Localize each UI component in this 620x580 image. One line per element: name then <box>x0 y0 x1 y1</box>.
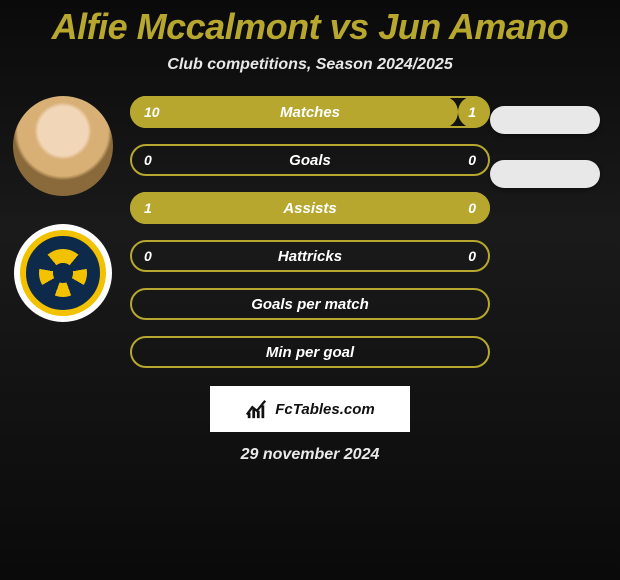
player2-avatar-placeholder <box>490 160 600 188</box>
club-ring-icon <box>20 230 106 316</box>
stat-label: Min per goal <box>266 344 354 361</box>
club-swirl-icon <box>39 249 87 297</box>
footer-date: 29 november 2024 <box>241 446 380 464</box>
stat-row: Goals 0 0 <box>130 144 490 176</box>
stat-row: Min per goal <box>130 336 490 368</box>
left-avatar-col <box>8 96 118 322</box>
brand-rest: Tables.com <box>293 401 375 418</box>
brand-badge: FcTables.com <box>210 386 410 432</box>
stat-row: Assists 1 0 <box>130 192 490 224</box>
stat-value-right: 0 <box>468 192 476 224</box>
stat-row: Matches 10 1 <box>130 96 490 128</box>
stat-value-left: 0 <box>144 144 152 176</box>
stat-label: Goals <box>289 152 331 169</box>
stat-value-left: 0 <box>144 240 152 272</box>
brand-text: FcTables.com <box>275 401 375 418</box>
stat-row: Goals per match <box>130 288 490 320</box>
brand-chart-icon <box>245 398 267 420</box>
subtitle: Club competitions, Season 2024/2025 <box>167 56 452 74</box>
stat-label: Matches <box>280 104 340 121</box>
stat-rows: Matches101Goals00Assists10Hattricks00Goa… <box>130 96 490 368</box>
comparison-title: Alfie Mccalmont vs Jun Amano <box>52 6 569 48</box>
stat-label: Hattricks <box>278 248 342 265</box>
player1-avatar <box>13 96 113 196</box>
player1-name: Alfie Mccalmont <box>52 6 321 47</box>
player1-club-badge <box>14 224 112 322</box>
stat-value-right: 0 <box>468 144 476 176</box>
stat-value-right: 1 <box>468 96 476 128</box>
vs-text: vs <box>320 6 378 47</box>
right-avatar-col <box>490 106 610 188</box>
stat-label: Assists <box>283 200 336 217</box>
player2-avatar-placeholder <box>490 106 600 134</box>
stat-value-right: 0 <box>468 240 476 272</box>
brand-bold: Fc <box>275 401 293 418</box>
stat-row: Hattricks 0 0 <box>130 240 490 272</box>
player2-name: Jun Amano <box>378 6 568 47</box>
comparison-body: Matches101Goals00Assists10Hattricks00Goa… <box>0 96 620 368</box>
stat-value-left: 10 <box>144 96 160 128</box>
stat-label: Goals per match <box>251 296 369 313</box>
stat-value-left: 1 <box>144 192 152 224</box>
